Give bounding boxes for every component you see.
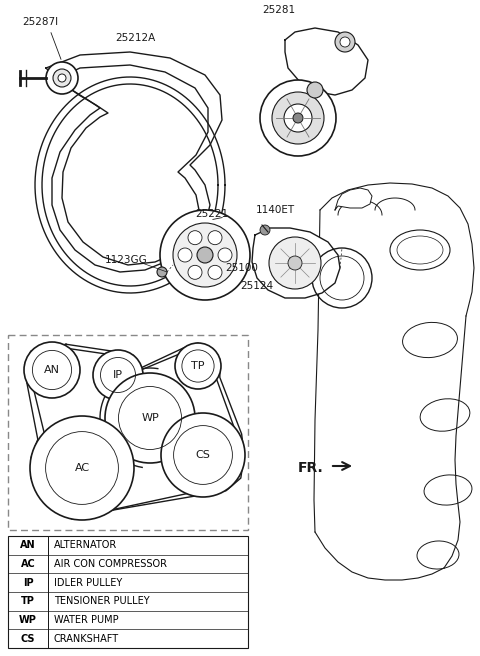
Text: IP: IP bbox=[23, 578, 33, 588]
Text: 1123GG: 1123GG bbox=[105, 255, 148, 265]
Text: 25124: 25124 bbox=[240, 281, 273, 291]
Text: IDLER PULLEY: IDLER PULLEY bbox=[54, 578, 122, 588]
Text: 25100: 25100 bbox=[225, 263, 258, 273]
Text: CS: CS bbox=[21, 634, 35, 644]
Circle shape bbox=[105, 373, 195, 463]
Circle shape bbox=[208, 231, 222, 245]
Text: 1140ET: 1140ET bbox=[256, 205, 295, 215]
Text: ALTERNATOR: ALTERNATOR bbox=[54, 541, 117, 550]
Text: TENSIONER PULLEY: TENSIONER PULLEY bbox=[54, 596, 150, 606]
Circle shape bbox=[335, 32, 355, 52]
Circle shape bbox=[24, 342, 80, 398]
Circle shape bbox=[208, 265, 222, 279]
Circle shape bbox=[178, 248, 192, 262]
Circle shape bbox=[293, 113, 303, 123]
Circle shape bbox=[284, 104, 312, 132]
Text: TP: TP bbox=[191, 361, 205, 371]
Text: TP: TP bbox=[21, 596, 35, 606]
FancyBboxPatch shape bbox=[8, 536, 248, 648]
Circle shape bbox=[307, 82, 323, 98]
Polygon shape bbox=[285, 28, 368, 95]
Polygon shape bbox=[335, 188, 372, 210]
Text: WATER PUMP: WATER PUMP bbox=[54, 615, 119, 625]
Text: 25287I: 25287I bbox=[22, 17, 58, 27]
Text: 25281: 25281 bbox=[262, 5, 295, 15]
Text: AN: AN bbox=[44, 365, 60, 375]
Text: 25212A: 25212A bbox=[115, 33, 155, 43]
Circle shape bbox=[175, 343, 221, 389]
Circle shape bbox=[218, 248, 232, 262]
Circle shape bbox=[340, 37, 350, 47]
Circle shape bbox=[30, 416, 134, 520]
Circle shape bbox=[197, 247, 213, 263]
Text: AN: AN bbox=[20, 541, 36, 550]
Circle shape bbox=[272, 92, 324, 144]
Circle shape bbox=[288, 256, 302, 270]
Circle shape bbox=[157, 267, 167, 277]
Circle shape bbox=[260, 225, 270, 235]
Text: AIR CON COMPRESSOR: AIR CON COMPRESSOR bbox=[54, 559, 167, 569]
Circle shape bbox=[53, 69, 71, 87]
Circle shape bbox=[160, 210, 250, 300]
FancyBboxPatch shape bbox=[8, 335, 248, 530]
Text: AC: AC bbox=[21, 559, 36, 569]
Circle shape bbox=[58, 74, 66, 82]
Text: CRANKSHAFT: CRANKSHAFT bbox=[54, 634, 119, 644]
Text: 25221: 25221 bbox=[195, 209, 228, 219]
Text: AC: AC bbox=[74, 463, 90, 473]
Circle shape bbox=[188, 231, 202, 245]
Circle shape bbox=[188, 265, 202, 279]
Circle shape bbox=[260, 80, 336, 156]
Text: WP: WP bbox=[19, 615, 37, 625]
Text: WP: WP bbox=[141, 413, 159, 423]
Circle shape bbox=[93, 350, 143, 400]
Circle shape bbox=[46, 62, 78, 94]
Circle shape bbox=[173, 223, 237, 287]
Text: IP: IP bbox=[113, 370, 123, 380]
Circle shape bbox=[161, 413, 245, 497]
Circle shape bbox=[269, 237, 321, 289]
Text: FR.: FR. bbox=[298, 461, 324, 475]
Polygon shape bbox=[252, 228, 340, 298]
Text: CS: CS bbox=[195, 450, 210, 460]
